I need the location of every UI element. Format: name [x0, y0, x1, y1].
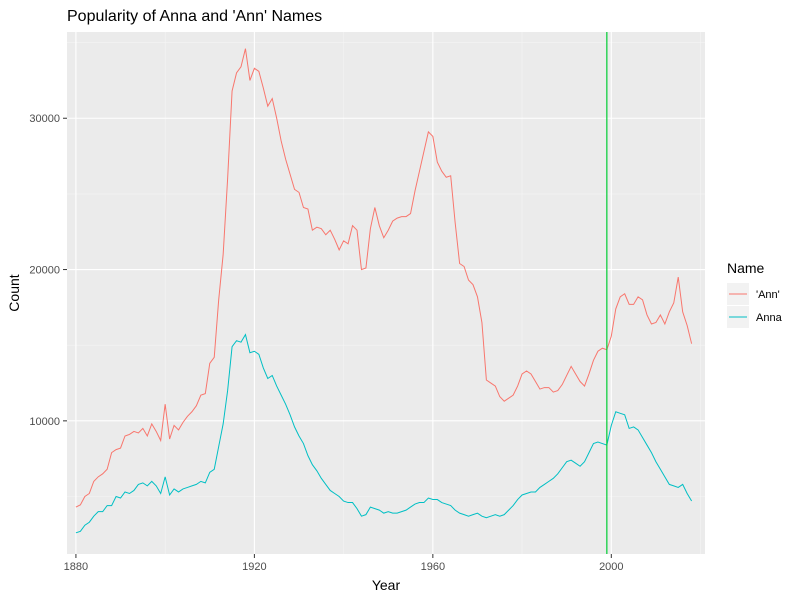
y-tick-label: 30000	[29, 113, 60, 125]
x-axis-label: Year	[372, 577, 401, 593]
legend-title: Name	[727, 260, 765, 276]
grid-major	[67, 32, 705, 554]
series-layer	[75, 48, 693, 534]
chart-title: Popularity of Anna and 'Ann' Names	[67, 8, 323, 25]
y-axis: 10000 20000 30000	[29, 113, 67, 428]
y-tick-label: 20000	[29, 265, 60, 277]
legend: Name 'Ann' Anna	[727, 260, 783, 328]
x-axis: 1880 1920 1960 2000	[64, 554, 624, 573]
x-tick-label: 1880	[64, 561, 88, 573]
x-tick-label: 1960	[421, 561, 445, 573]
legend-label-ann: 'Ann'	[756, 289, 780, 301]
y-axis-label: Count	[6, 274, 22, 311]
series-line-anna	[75, 333, 693, 534]
plot-panel	[67, 32, 705, 554]
x-tick-label: 1920	[242, 561, 266, 573]
grid-minor	[67, 32, 705, 554]
x-tick-label: 2000	[599, 561, 623, 573]
legend-label-anna: Anna	[756, 312, 783, 324]
y-tick-label: 10000	[29, 416, 60, 428]
series-line-ann	[75, 48, 693, 508]
